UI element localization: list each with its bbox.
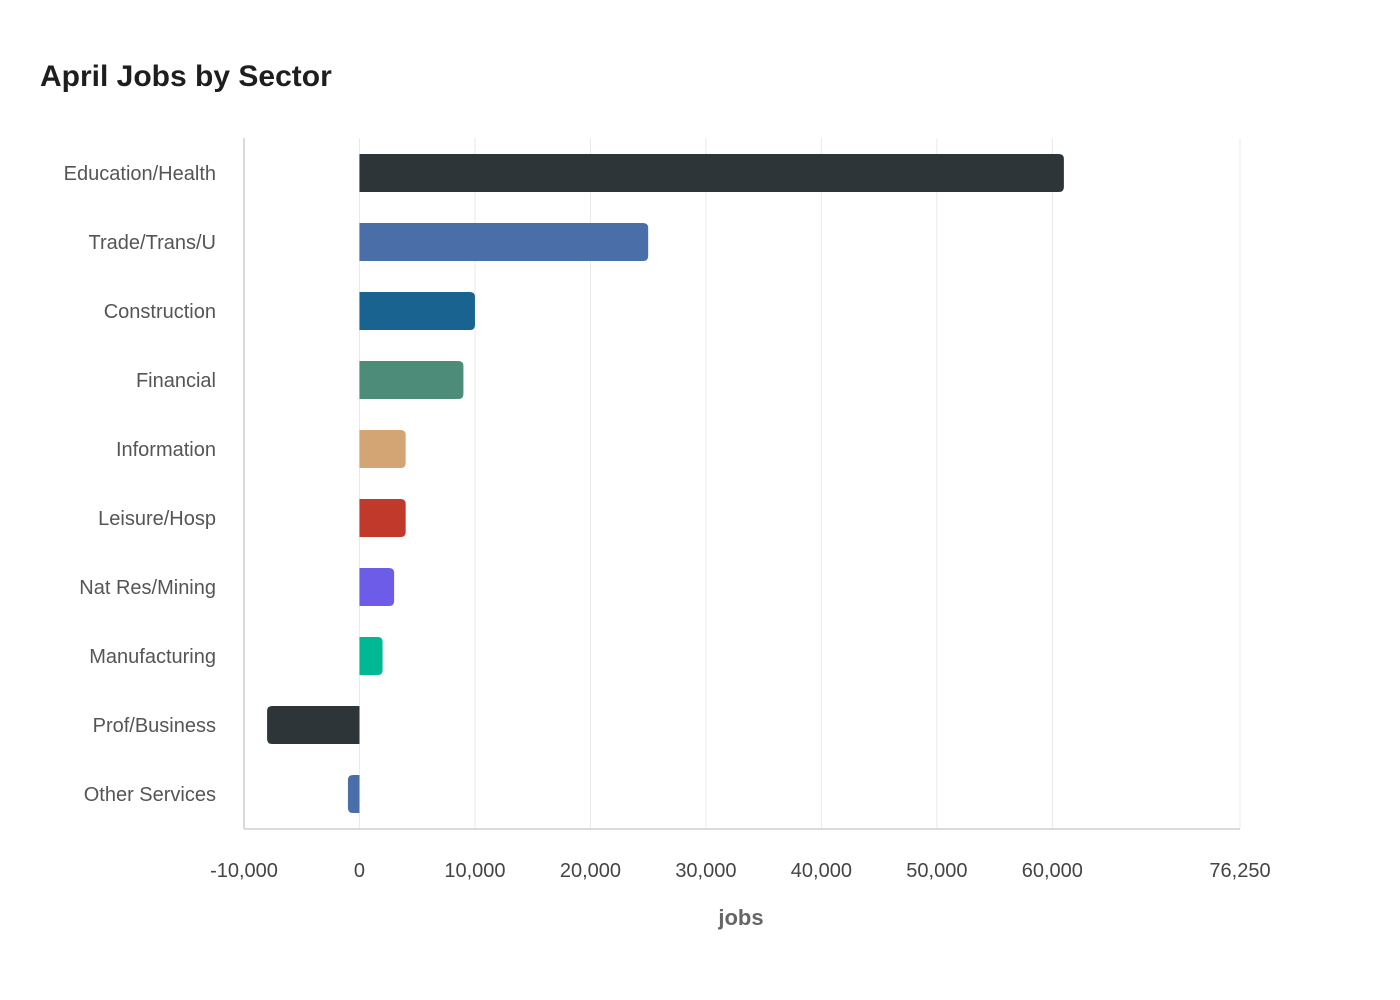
bar: [267, 706, 360, 744]
chart-title: April Jobs by Sector: [40, 60, 332, 93]
category-label: Manufacturing: [89, 646, 216, 668]
x-tick-label: 40,000: [791, 860, 852, 882]
bars: [267, 154, 1064, 813]
category-label: Construction: [104, 301, 216, 323]
bar: [359, 292, 475, 330]
category-label: Financial: [136, 370, 216, 392]
bar: [359, 154, 1064, 192]
bar: [359, 637, 383, 675]
axes: [243, 138, 1240, 830]
x-tick-label: 50,000: [906, 860, 967, 882]
x-tick-label: 30,000: [675, 860, 736, 882]
category-label: Nat Res/Mining: [79, 577, 216, 599]
x-tick-label: 10,000: [444, 860, 505, 882]
category-label: Other Services: [84, 784, 216, 806]
bar: [359, 499, 406, 537]
category-label: Leisure/Hosp: [98, 508, 216, 530]
x-tick-label: 0: [354, 860, 365, 882]
x-axis-title: jobs: [717, 905, 763, 930]
x-tick-label: 60,000: [1022, 860, 1083, 882]
category-labels: Education/Health Trade/Trans/U Constructio…: [64, 163, 216, 806]
x-tick-labels: -10,000 0 10,000 20,000 30,000 40,000 50,000 60…: [210, 860, 1271, 882]
x-tick-label: 20,000: [560, 860, 621, 882]
x-tick-label: 76,250: [1209, 860, 1270, 882]
bar: [359, 361, 464, 399]
bar: [359, 430, 406, 468]
category-label: Prof/Business: [93, 715, 216, 737]
category-label: Trade/Trans/U: [89, 232, 216, 254]
bar: [347, 775, 360, 813]
bar: [359, 568, 395, 606]
x-tick-label: -10,000: [210, 860, 278, 882]
category-label: Information: [116, 439, 216, 461]
bar: [359, 223, 649, 261]
category-label: Education/Health: [64, 163, 216, 185]
